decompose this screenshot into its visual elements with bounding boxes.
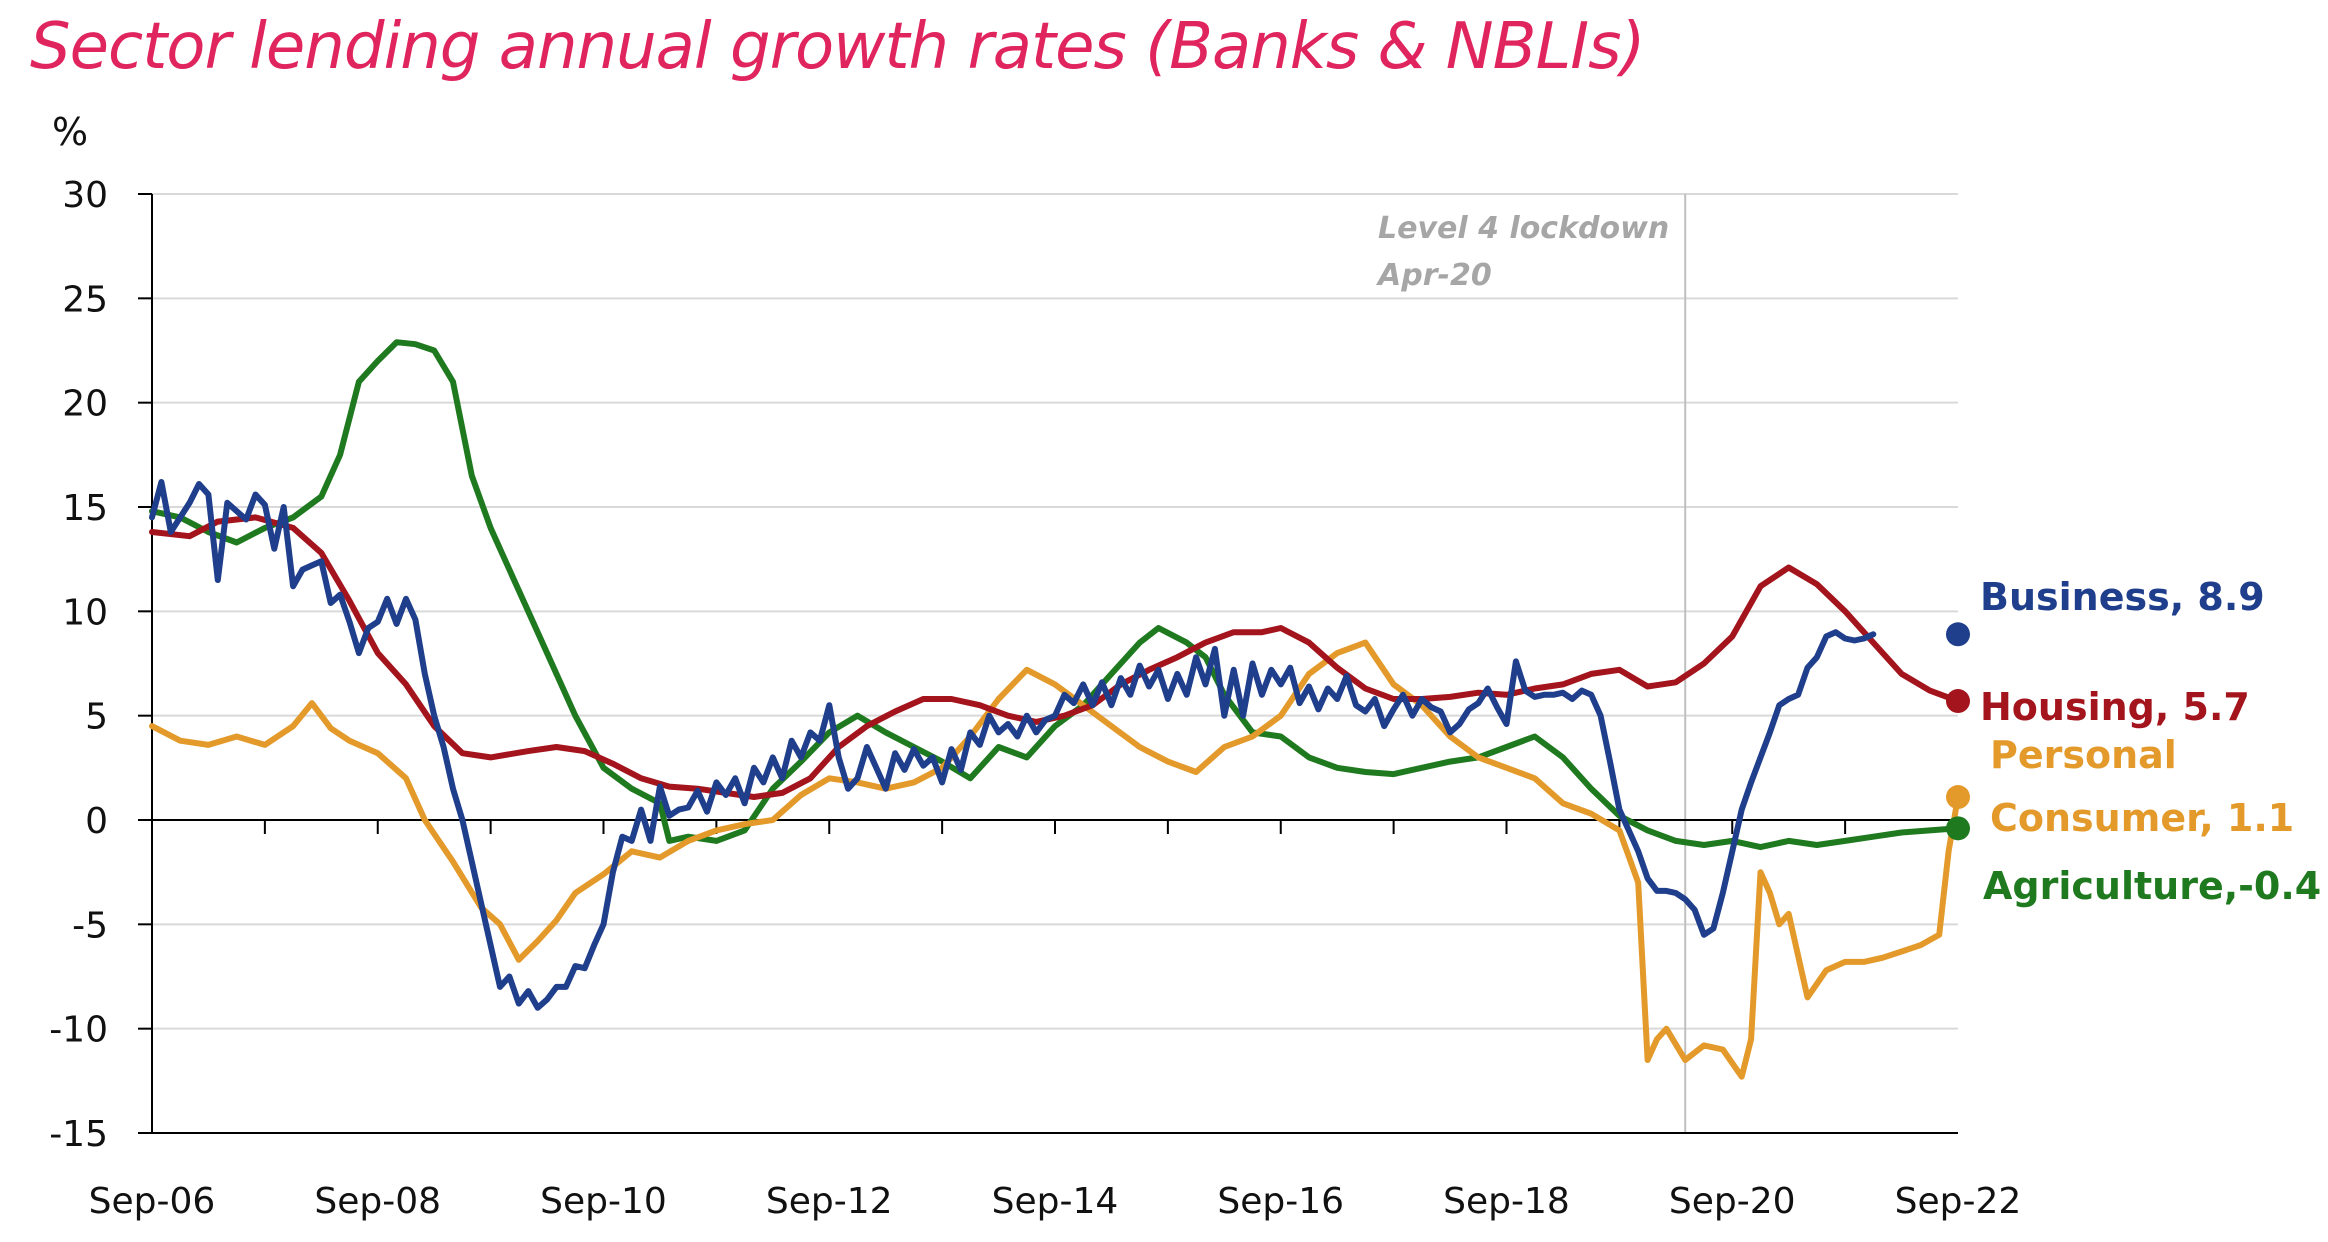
y-tick-label: 0 [85, 801, 108, 842]
x-tick-label: Sep-22 [1895, 1181, 2022, 1222]
x-tick-label: Sep-08 [314, 1181, 441, 1222]
x-tick-label: Sep-20 [1669, 1181, 1796, 1222]
end-label-personal-consumer: Personal [1990, 733, 2177, 777]
y-tick-label: -10 [49, 1010, 108, 1051]
chart-title: Sector lending annual growth rates (Bank… [30, 10, 1645, 84]
lockdown-marker: Level 4 lockdown Apr-20 [1376, 194, 1687, 1133]
end-marker-business [1946, 622, 1970, 647]
series-line-agriculture [149, 339, 1961, 851]
y-tick-label: 20 [62, 384, 108, 425]
end-label-business: Business, 8.9 [1980, 575, 2265, 619]
y-tick-label: 10 [62, 592, 108, 633]
series-line-business [149, 479, 1877, 1011]
x-tick-label: Sep-14 [992, 1181, 1119, 1222]
y-tick-labels: -15 -10 -5 0 5 10 15 20 25 30 [49, 175, 108, 1155]
y-tick-label: 25 [62, 279, 108, 320]
x-tick-label: Sep-16 [1217, 1181, 1344, 1222]
end-marker-housing [1946, 689, 1970, 714]
y-tick-label: 15 [62, 488, 108, 529]
x-tick-label: Sep-12 [766, 1181, 893, 1222]
x-tick-labels: Sep-06 Sep-08 Sep-10 Sep-12 Sep-14 Sep-16 Sep-… [89, 1181, 2022, 1222]
x-tick-label: Sep-06 [89, 1181, 216, 1222]
end-label-agriculture: Agriculture,-0.4 [1983, 864, 2321, 908]
y-tick-label: -5 [72, 905, 108, 946]
y-axis-label: % [52, 110, 88, 154]
end-label-personal-consumer: Consumer, 1.1 [1990, 796, 2294, 840]
x-tick-label: Sep-18 [1443, 1181, 1570, 1222]
end-label-housing: Housing, 5.7 [1980, 685, 2250, 729]
y-tick-label: 30 [62, 175, 108, 216]
series-line-housing [149, 514, 1961, 800]
end-marker-personal-consumer [1946, 785, 1970, 810]
lockdown-annotation: Level 4 lockdown [1378, 211, 1669, 246]
y-tick-label: 5 [85, 697, 108, 738]
lockdown-annotation: Apr-20 [1376, 258, 1492, 293]
series-lines [149, 339, 1970, 1080]
y-tick-label: -15 [49, 1114, 108, 1155]
end-marker-agriculture [1946, 816, 1970, 841]
x-tick-label: Sep-10 [540, 1181, 667, 1222]
